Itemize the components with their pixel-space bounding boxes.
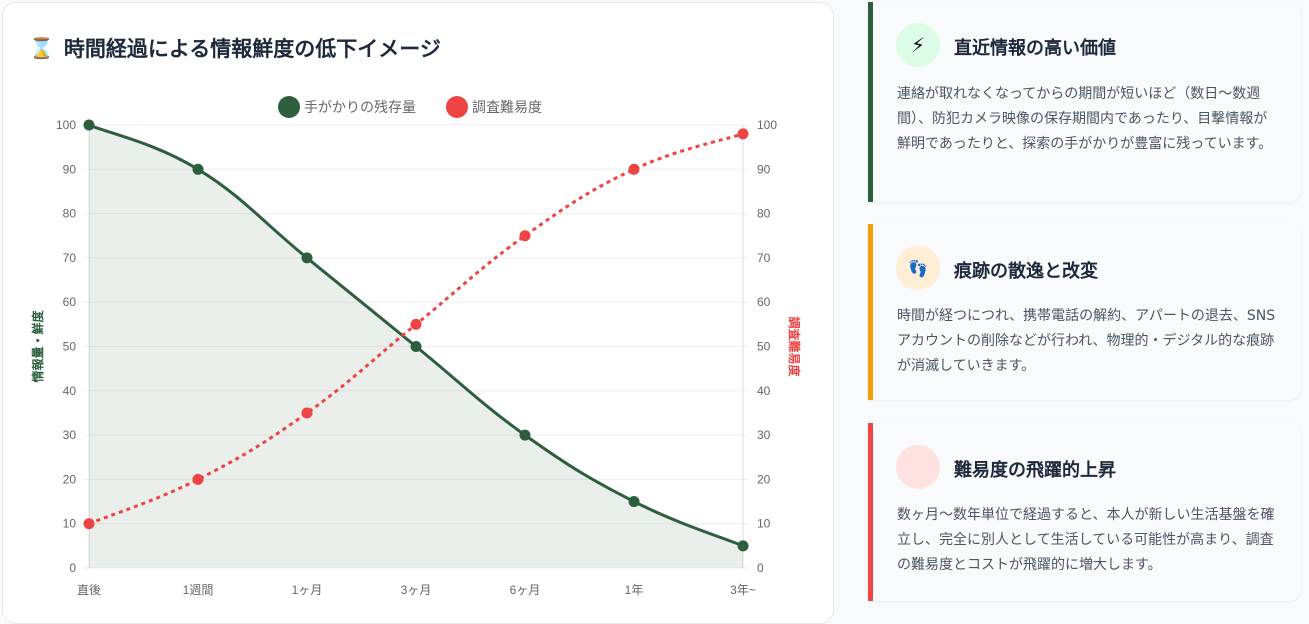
data-point	[410, 318, 422, 330]
y2-tick-label: 20	[757, 472, 771, 486]
x-tick-label: 3年~	[730, 583, 756, 597]
y2-tick-label: 90	[757, 162, 771, 176]
legend-label-remaining: 手がかりの残存量	[304, 100, 416, 116]
y-tick-label: 70	[63, 251, 77, 265]
data-point	[83, 119, 95, 131]
y2-axis-label: 調査難易度	[787, 316, 802, 377]
card-title: 難易度の飛躍的上昇	[954, 460, 1116, 481]
info-card-difficulty-rise: 難易度の飛躍的上昇 数ヶ月〜数年単位で経過すると、本人が新しい生活基盤を確立し、…	[868, 423, 1301, 601]
data-point	[301, 252, 313, 264]
chart-title-text: 時間経過による情報鮮度の低下イメージ	[63, 37, 441, 61]
card-text: 連絡が取れなくなってからの期間が短いほど（数日〜数週間）、防犯カメラ映像の保存期…	[897, 86, 1273, 152]
hourglass-icon: ⌛	[29, 36, 54, 60]
x-tick-label: 3ヶ月	[401, 583, 432, 597]
y-tick-label: 80	[63, 207, 77, 221]
card-text: 数ヶ月〜数年単位で経過すると、本人が新しい生活基盤を確立し、完全に別人として生活…	[897, 507, 1275, 573]
x-tick-label: 6ヶ月	[510, 583, 541, 597]
info-card-recent-value: ⚡ 直近情報の高い価値 連絡が取れなくなってからの期間が短いほど（数日〜数週間）…	[868, 2, 1301, 202]
y-axis-label: 情報量・鮮度	[30, 310, 45, 383]
x-tick-label: 1週間	[183, 583, 214, 597]
y2-tick-label: 60	[757, 295, 771, 309]
data-point	[628, 496, 640, 508]
x-tick-label: 直後	[77, 583, 101, 597]
card-title: 痕跡の散逸と改変	[954, 261, 1098, 282]
data-point	[628, 163, 640, 175]
y-tick-label: 40	[63, 384, 77, 398]
y-tick-label: 30	[63, 428, 77, 442]
y-tick-label: 90	[63, 162, 77, 176]
x-tick-label: 1年	[625, 583, 644, 597]
y2-tick-label: 70	[757, 251, 771, 265]
data-point	[410, 341, 422, 352]
y2-tick-label: 10	[757, 517, 771, 531]
y-tick-label: 50	[63, 340, 77, 354]
legend-marker-remaining	[278, 96, 300, 118]
y-tick-label: 0	[69, 561, 76, 575]
y2-tick-label: 30	[757, 428, 771, 442]
x-tick-label: 1ヶ月	[292, 583, 323, 597]
legend-marker-difficulty	[446, 96, 468, 118]
chart-title: ⌛ 時間経過による情報鮮度の低下イメージ	[29, 33, 441, 63]
accent-bar	[868, 423, 873, 601]
y2-tick-label: 80	[757, 207, 771, 221]
line-chart: 0 0 10 10 20 20 30 30 40 40 50 50 60 60 70 70 80 80 90 90 10…	[30, 96, 802, 597]
y-tick-label: 60	[63, 295, 77, 309]
y-tick-label: 100	[56, 118, 76, 132]
data-point	[519, 230, 531, 242]
data-point	[83, 518, 95, 530]
card-title: 直近情報の高い価値	[954, 38, 1116, 59]
accent-bar	[868, 2, 873, 202]
data-point	[737, 128, 749, 140]
legend-label-difficulty: 調査難易度	[472, 100, 542, 116]
data-point	[301, 407, 313, 419]
y-tick-label: 20	[63, 472, 77, 486]
y2-tick-label: 40	[757, 384, 771, 398]
y2-tick-label: 50	[757, 340, 771, 354]
data-point	[192, 163, 204, 175]
footprints-icon: 👣	[896, 246, 940, 290]
info-card-trace-loss: 👣 痕跡の散逸と改変 時間が経つにつれ、携帯電話の解約、アパートの退去、SNSア…	[868, 224, 1301, 400]
data-point	[192, 473, 204, 485]
lightning-icon: ⚡	[896, 23, 940, 67]
data-point	[737, 540, 749, 552]
y2-tick-label: 100	[757, 118, 777, 132]
y-tick-label: 10	[63, 517, 77, 531]
card-text: 時間が経つにつれ、携帯電話の解約、アパートの退去、SNSアカウントの削除などが行…	[897, 308, 1276, 374]
chart-card: ⌛ 時間経過による情報鮮度の低下イメージ	[2, 2, 834, 624]
y2-tick-label: 0	[757, 561, 764, 575]
accent-bar	[868, 224, 873, 400]
chart-up-icon	[896, 445, 940, 489]
data-point	[519, 429, 531, 441]
